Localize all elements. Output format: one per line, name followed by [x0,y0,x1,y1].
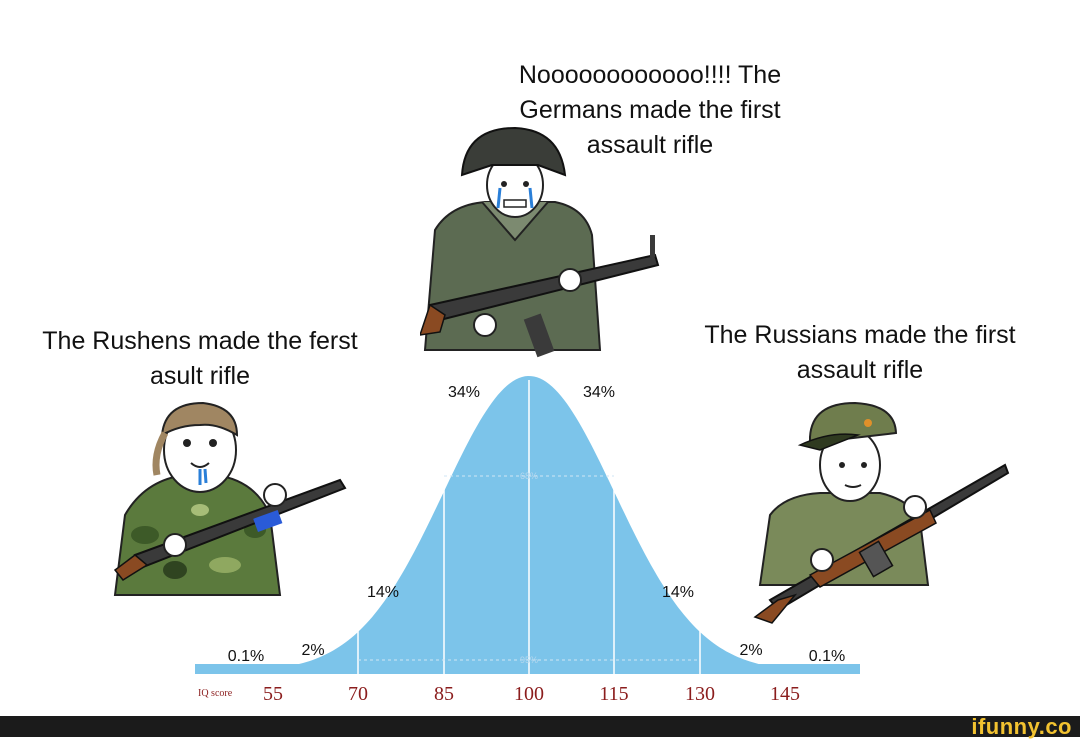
baseline-band [195,664,860,674]
pct-label: 34% [448,384,480,401]
pct-label: 34% [583,384,615,401]
axis-tick: 115 [599,683,628,705]
sd-lines [357,380,701,674]
left-soldier-illustration [113,401,347,596]
center-soldier-illustration [420,126,660,358]
caption-center: Noooooooooooo!!!! The Germans made the f… [518,61,782,159]
right-soldier-illustration [753,401,1010,624]
axis-title: IQ score [198,688,233,699]
ifunny-logo[interactable]: ifunny.co [971,714,1072,739]
axis-tick: 130 [685,683,715,705]
pct-label: 0.1% [809,648,845,665]
caption-right: The Russians made the first assault rifl… [704,321,1016,384]
inner-label-68: 68% [520,471,538,481]
inner-label-95: 95% [520,655,538,665]
pct-label: 14% [367,584,399,601]
pct-label: 2% [739,642,762,659]
pct-label: 0.1% [228,648,264,665]
caption-left: The Rushens made the ferst asult rifle [42,327,358,390]
axis-tick: 145 [770,683,800,705]
axis-tick: 100 [514,683,544,705]
footer-bar: ifunny.co [0,714,1080,739]
bell-curve-chart: 68% 95% 0.1% 2% 14% 34% 34% 14% 2% 0.1% … [195,376,860,705]
bell-curve [195,376,860,672]
axis-tick: 55 [263,683,283,705]
axis-tick: 85 [434,683,454,705]
pct-label: 14% [662,584,694,601]
axis-tick: 70 [348,683,368,705]
pct-label: 2% [301,642,324,659]
